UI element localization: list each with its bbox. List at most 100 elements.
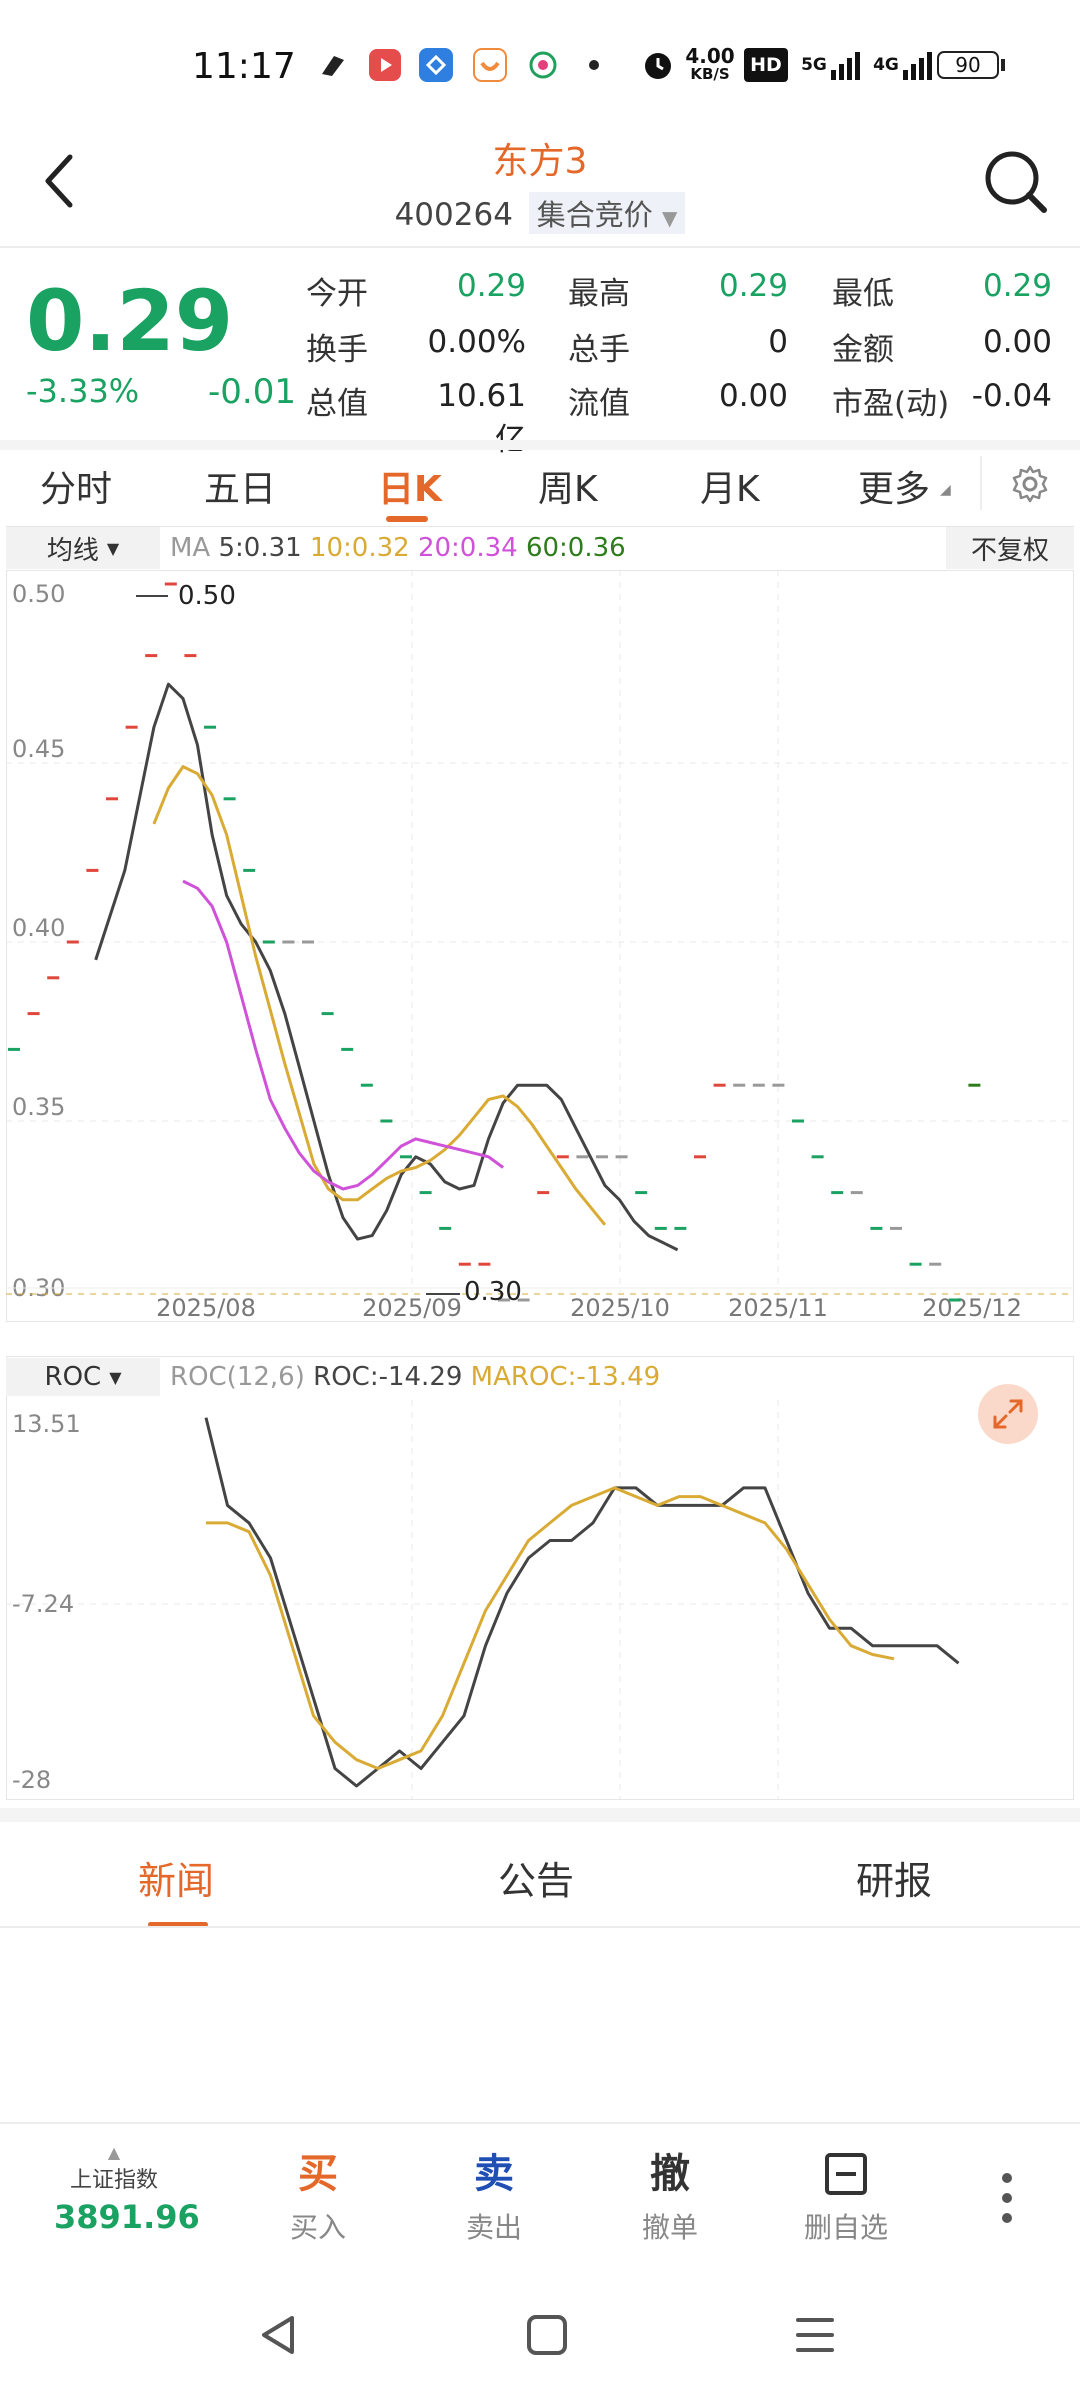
cancel-label: 撤单 [641,2211,698,2244]
tab-period[interactable]: 日K [378,469,442,510]
signal-4g-label: 4G [873,55,899,75]
y-tick-label: 0.35 [12,1093,65,1121]
back-button[interactable] [34,146,84,216]
news-tab[interactable]: 研报 [856,1859,933,1903]
settings-button[interactable] [1010,464,1050,504]
sell-button[interactable]: 卖 卖出 [434,2148,554,2246]
x-tick-label: 2025/09 [362,1294,462,1322]
dropdown-arrow-icon: ▼ [109,1367,122,1387]
min-annotation: 0.30 [464,1277,522,1307]
session-tag-label: 集合竞价 [536,198,653,232]
tab-period[interactable]: 五日 [204,469,277,510]
tab-period[interactable]: 分时 [40,469,113,510]
cancel-glyph: 撤 [650,2151,690,2197]
current-price: 0.29 [26,272,234,370]
signal-4g-icon: 4G [872,48,934,82]
news-tab[interactable]: 新闻 [138,1859,215,1903]
roc-params: ROC(12,6) [170,1362,305,1392]
indicator-select[interactable]: 均线 ▼ [6,527,160,569]
quote-field-value: 0.00 [982,324,1052,360]
tab-period[interactable]: 月K [700,469,760,510]
remove-watchlist-label: 删自选 [803,2211,888,2244]
battery-icon: 90 [936,48,1006,82]
quote-field-value: 0 [768,324,788,360]
quote-field-label: 市盈(动) [832,386,950,422]
nav-home-button[interactable] [524,2312,570,2362]
index-ticker[interactable]: ▲ 上证指数 3891.96 [54,2144,200,2237]
session-tag[interactable]: 集合竞价 ▼ [528,192,686,234]
quote-field-label: 总手 [568,332,630,368]
ai-app-icon [418,48,454,82]
y-tick-label: 0.50 [12,580,65,608]
stock-code: 400264 [394,197,513,233]
net-speed-value: 4.00 [685,44,735,68]
sell-glyph: 卖 [474,2151,514,2197]
quote-field-value: 0.00% [427,324,526,360]
tab-period[interactable]: 周K [538,469,598,510]
quote-field-value: -0.04 [971,378,1052,414]
dropdown-arrow-icon: ▼ [662,206,678,230]
tab-underline [386,516,428,522]
buy-button[interactable]: 买 买入 [258,2148,378,2246]
search-button[interactable] [978,144,1052,218]
x-tick-label: 2025/08 [156,1294,256,1322]
minus-box-icon [786,2148,906,2200]
quote-field-value: 0.29 [718,268,788,304]
stock-name: 东方3 [492,141,588,182]
news-tab[interactable]: 公告 [498,1859,575,1903]
buy-glyph: 买 [298,2151,338,2197]
roc-header: ROC ▼ ROC(12,6) ROC:-14.29 MAROC:-13.49 [6,1356,1074,1398]
dropdown-arrow-icon: ▼ [106,538,120,558]
expand-button[interactable] [978,1384,1038,1444]
ma-label: MA [170,533,211,563]
alarm-icon [640,48,676,82]
more-vertical-icon [1002,2173,1012,2223]
maroc-value: MAROC:-13.49 [470,1362,661,1392]
ma5-value: 5:0.31 [218,533,302,563]
chart-frame [6,570,1074,1322]
nav-recents-button[interactable] [794,2314,836,2360]
sell-label: 卖出 [465,2211,522,2244]
remove-watchlist-button[interactable]: 删自选 [786,2148,906,2246]
divider [0,2122,1080,2124]
tab-period[interactable]: 更多 [858,469,931,510]
square-home-icon [527,2315,567,2355]
quote-field-label: 金额 [832,332,894,368]
roc-indicator-select[interactable]: ROC ▼ [6,1358,160,1396]
quote-field-label: 最高 [568,276,630,312]
adjust-button[interactable]: 不复权 [946,527,1074,569]
quote-field-label: 流值 [568,386,630,422]
roc-series-line [204,1417,960,1788]
roc-value: ROC:-14.29 [313,1362,463,1392]
buy-label: 买入 [289,2211,346,2244]
y-tick-label: 0.40 [12,914,65,942]
y-tick-label: -28 [12,1766,51,1794]
nav-back-button[interactable] [254,2310,304,2364]
divider [0,1808,1080,1822]
app-notification-icon [316,48,350,82]
cancel-order-button[interactable]: 撤 撤单 [610,2148,730,2246]
news-tabs: 新闻 公告 研报 [0,1822,1080,1928]
stock-subtitle: 400264 集合竞价 ▼ [0,192,1080,234]
x-tick-label: 2025/12 [922,1294,1022,1322]
kline-chart[interactable]: 0.50 0.45 0.40 0.35 0.30 2025/08 2025/09 2025/1… [6,570,1074,1322]
system-nav-bar [0,2270,1080,2400]
more-menu-button[interactable] [982,2168,1032,2232]
signal-5g-icon: 5G [800,48,862,82]
gear-icon [1012,465,1048,503]
ma10-value: 10:0.32 [309,533,410,563]
status-bar: 11:17 4.00 KB/S HD 5G 4G 90 [0,0,1080,130]
x-tick-label: 2025/11 [728,1294,828,1322]
tab-separator [980,456,982,510]
ma-values: MA 5:0.31 10:0.32 20:0.34 60:0.36 [170,533,626,563]
expand-icon [993,1399,1023,1429]
roc-indicator-label: ROC [44,1362,102,1392]
search-icon [985,151,1047,213]
y-tick-label: -7.24 [12,1590,74,1618]
period-tabs: 分时 五日 日K 周K 月K 更多 ◢ [0,442,1080,526]
index-name: 上证指数 [69,2168,158,2193]
y-tick-label: 0.45 [12,735,65,763]
ma60-value: 60:0.36 [525,533,626,563]
roc-chart[interactable]: 13.51 -7.24 -28 [6,1356,1074,1800]
index-value: 3891.96 [54,2198,200,2236]
